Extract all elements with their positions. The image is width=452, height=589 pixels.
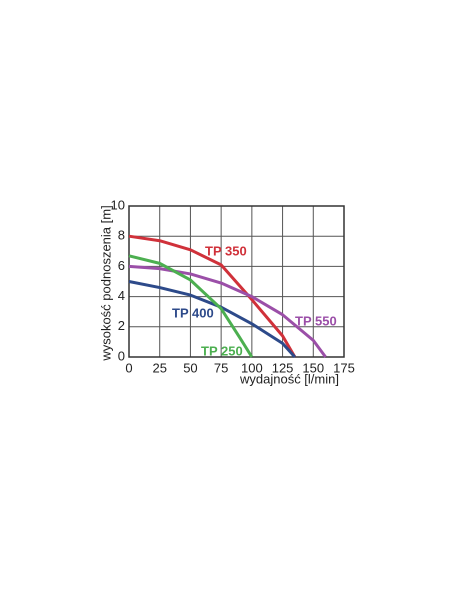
x-axis-label: wydajność [l/min]: [239, 371, 339, 386]
x-tick-label: 75: [214, 360, 228, 375]
x-tick-label: 100: [241, 360, 263, 375]
y-tick-label: 6: [118, 258, 125, 273]
series-line: [128, 254, 254, 358]
x-tick-label: 0: [125, 360, 132, 375]
x-tick-label: 25: [152, 360, 166, 375]
y-tick-label: 8: [118, 228, 125, 243]
x-tick-label: 150: [302, 360, 324, 375]
series-label: TP 400: [172, 305, 214, 320]
y-tick-label: 10: [111, 197, 125, 212]
x-tick-label: 50: [183, 360, 197, 375]
x-tick-label: 175: [333, 360, 355, 375]
series-label: TP 250: [201, 343, 243, 358]
x-tick-label: 125: [272, 360, 294, 375]
y-tick-label: 0: [118, 348, 125, 363]
series-line: [128, 264, 327, 358]
series-label: TP 350: [205, 243, 247, 258]
series-line: [128, 234, 297, 358]
y-axis-label: wysokość podnoszenia [m]: [98, 205, 113, 361]
series-label: TP 550: [295, 313, 337, 328]
y-tick-label: 2: [118, 318, 125, 333]
y-tick-label: 4: [118, 288, 125, 303]
